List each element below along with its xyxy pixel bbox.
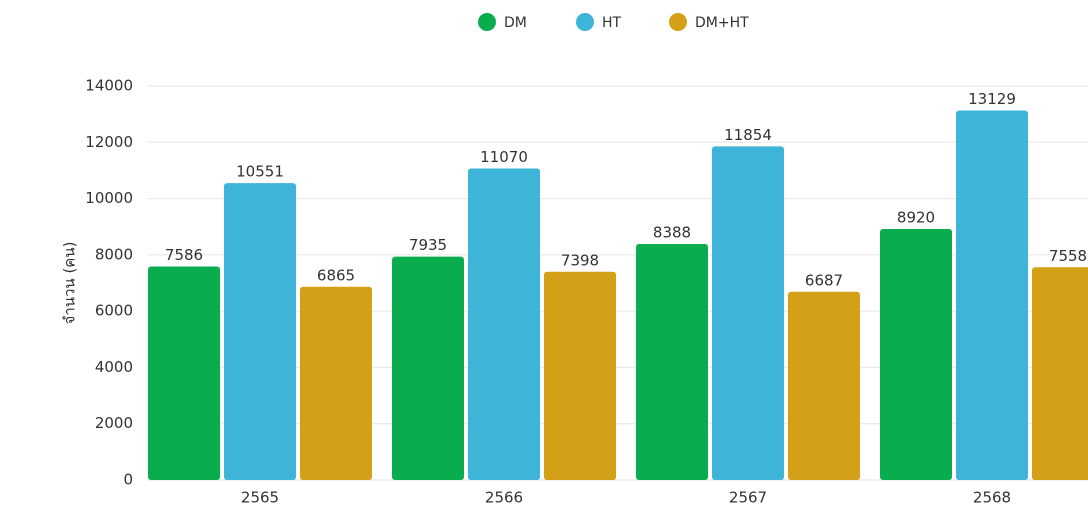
value-label: 7586 [165,246,203,264]
legend-swatch [669,13,687,31]
bar [712,146,784,480]
bar [224,183,296,481]
value-label: 7398 [561,251,599,269]
bar [1032,267,1088,480]
y-tick-label: 8000 [95,245,133,263]
y-tick-label: 6000 [95,302,133,320]
y-tick-label: 4000 [95,358,133,376]
value-label: 10551 [236,163,284,181]
x-tick-label: 2568 [973,489,1011,507]
value-label: 6687 [805,271,843,289]
bar [544,271,616,480]
bar [636,243,708,480]
x-tick-label: 2565 [241,489,279,507]
y-tick-label: 10000 [85,189,133,207]
bar [300,286,372,480]
legend-label: HT [602,15,622,31]
y-tick-label: 2000 [95,414,133,432]
value-label: 8920 [897,208,935,226]
bar [148,266,220,480]
value-label: 6865 [317,266,355,284]
value-label: 11070 [480,148,528,166]
bar [788,291,860,480]
value-label: 13129 [968,90,1016,108]
x-tick-label: 2566 [485,489,523,507]
bar [468,168,540,481]
bar [392,256,464,480]
legend-label: DM [504,15,527,31]
bar [880,228,952,480]
bar [956,110,1028,481]
x-tick-label: 2567 [729,489,767,507]
legend-swatch [478,13,496,31]
legend-swatch [576,13,594,31]
value-label: 7558 [1049,247,1087,265]
y-tick-label: 0 [123,471,133,489]
legend-label: DM+HT [695,15,749,31]
y-axis-label: จำนวน (คน) [61,242,79,325]
value-label: 8388 [653,223,691,241]
y-tick-label: 12000 [85,133,133,151]
value-label: 11854 [724,126,772,144]
value-label: 7935 [409,236,447,254]
y-tick-label: 14000 [85,77,133,95]
